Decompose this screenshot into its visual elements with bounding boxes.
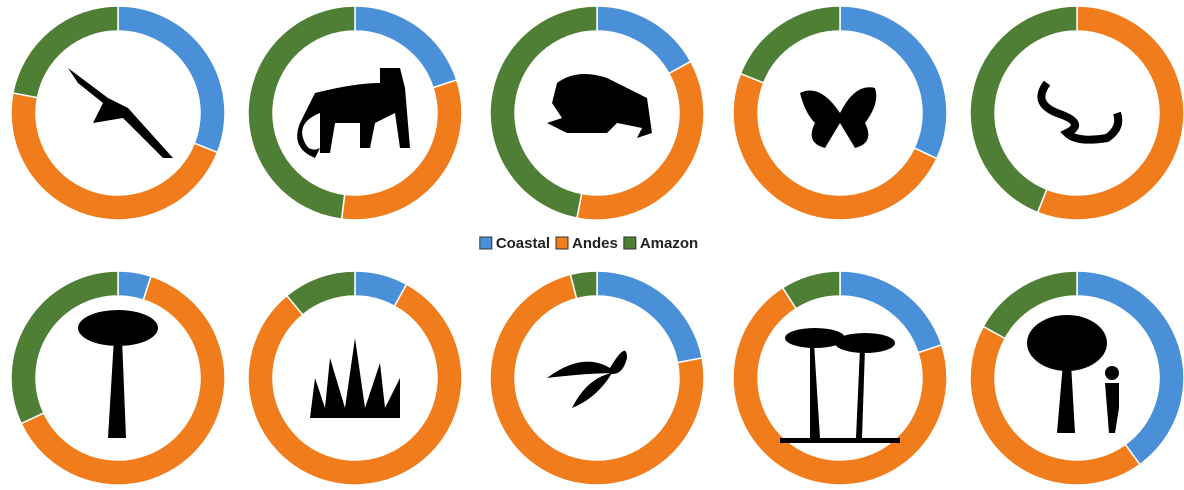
tree-icon	[78, 310, 158, 438]
donut	[970, 6, 1184, 220]
legend-label: Coastal	[496, 235, 550, 252]
grass-icon	[310, 338, 400, 418]
legend-label: Andes	[572, 235, 618, 252]
forest-icon	[780, 328, 900, 443]
monkey-icon	[297, 68, 410, 158]
donut-segment	[287, 271, 355, 315]
legend: Coastal Andes Amazon	[480, 235, 698, 252]
snake-icon	[1041, 83, 1118, 140]
donut-segment	[741, 6, 840, 83]
tree-person-icon	[1027, 315, 1119, 433]
butterfly-icon	[800, 87, 876, 148]
donut-segment	[597, 6, 691, 73]
plant-icon	[547, 351, 627, 408]
donut-segment	[355, 6, 457, 88]
donut	[733, 271, 947, 485]
donut-segment	[118, 6, 225, 152]
donut	[490, 271, 704, 485]
donut-segment	[733, 74, 937, 220]
bird-icon	[68, 68, 173, 158]
icons	[68, 68, 1119, 443]
legend-swatch	[480, 237, 492, 249]
donut-segment	[970, 6, 1077, 212]
donut-segment	[11, 271, 118, 424]
donut-segment	[597, 271, 702, 363]
chart: Coastal Andes Amazon	[0, 0, 1184, 490]
legend-label: Amazon	[640, 235, 698, 252]
donut-segment	[13, 6, 118, 98]
legend-swatch	[624, 237, 636, 249]
legend-swatch	[556, 237, 568, 249]
donut	[970, 271, 1184, 485]
frog-icon	[547, 74, 652, 138]
donut-segment	[1077, 271, 1184, 465]
